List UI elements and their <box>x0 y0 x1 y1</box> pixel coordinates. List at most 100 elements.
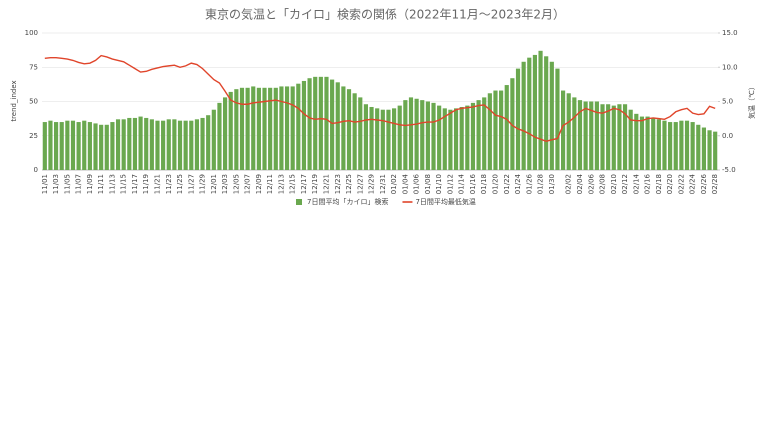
bar <box>110 122 115 170</box>
bar <box>577 100 583 170</box>
bar <box>549 61 554 170</box>
bar <box>82 120 87 170</box>
bar <box>206 115 211 170</box>
bar <box>273 87 278 170</box>
chart-title: 東京の気温と「カイロ」検索の関係（2022年11月〜2023年2月） <box>205 7 565 22</box>
x-tick-label: 02/10 <box>610 174 618 194</box>
y2-tick-label: -5.0 <box>722 166 736 174</box>
bar <box>239 87 245 170</box>
bar <box>701 127 707 170</box>
bar <box>222 97 228 170</box>
bar <box>465 105 470 170</box>
bar <box>622 104 628 170</box>
x-tick-label: 11/07 <box>75 174 83 194</box>
bar <box>341 86 346 170</box>
bar <box>662 120 667 170</box>
bar <box>172 119 177 170</box>
x-tick-label: 01/02 <box>390 174 398 194</box>
y-tick-label: 25 <box>29 132 38 140</box>
bar <box>369 106 374 170</box>
bar <box>177 120 183 170</box>
bar <box>482 97 487 170</box>
bar <box>245 87 250 170</box>
x-tick-label: 12/23 <box>334 174 342 194</box>
bar <box>279 86 284 170</box>
bar <box>606 104 611 170</box>
x-tick-label: 01/20 <box>491 174 499 194</box>
x-tick-label: 02/12 <box>621 174 629 194</box>
x-tick-label: 11/21 <box>153 174 161 194</box>
x-tick-label: 01/10 <box>435 174 443 194</box>
bar <box>138 116 143 170</box>
x-tick-label: 02/24 <box>689 173 697 194</box>
bar <box>144 117 149 170</box>
x-tick-label: 02/22 <box>677 174 685 194</box>
bar <box>476 100 481 170</box>
x-tick-label: 02/04 <box>576 173 584 194</box>
bar <box>651 117 656 170</box>
y-tick-label: 50 <box>29 98 38 106</box>
bar <box>634 113 639 170</box>
bar <box>583 101 588 170</box>
bar <box>53 122 59 170</box>
bar <box>358 97 363 170</box>
x-tick-label: 01/06 <box>413 173 421 194</box>
bar <box>420 100 425 170</box>
x-tick-label: 11/15 <box>120 174 128 194</box>
bar <box>521 61 526 170</box>
x-tick-label: 12/13 <box>277 174 285 194</box>
bar <box>403 100 408 170</box>
bar <box>121 119 126 170</box>
bar <box>408 97 414 170</box>
bar <box>217 102 222 170</box>
x-tick-label: 01/04 <box>401 173 409 194</box>
bar <box>166 119 171 170</box>
x-tick-label: 12/15 <box>289 174 297 194</box>
bar <box>560 90 566 170</box>
x-tick-label: 02/16 <box>644 173 652 194</box>
bar <box>391 108 397 170</box>
x-tick-label: 12/31 <box>379 174 387 194</box>
bar <box>301 80 307 170</box>
bar <box>262 87 267 170</box>
bar <box>566 93 571 170</box>
x-tick-label: 12/27 <box>356 174 364 194</box>
bar <box>611 105 616 170</box>
bar <box>527 57 532 170</box>
bar <box>386 109 391 170</box>
bar <box>594 101 599 170</box>
bar <box>684 120 690 170</box>
x-tick-label: 01/24 <box>514 173 522 194</box>
bar <box>127 117 132 170</box>
bar <box>431 102 436 170</box>
bar <box>504 85 509 170</box>
bar <box>251 86 256 170</box>
x-tick-label: 11/03 <box>52 174 60 194</box>
bar <box>470 102 476 170</box>
line <box>44 54 716 142</box>
bar <box>290 86 295 170</box>
x-tick-label: 02/26 <box>700 173 708 194</box>
bar <box>459 106 464 170</box>
bar <box>70 120 76 170</box>
x-tick-label: 12/07 <box>244 174 252 194</box>
y2-axis-label: 気温（℃） <box>747 83 756 119</box>
bar <box>200 117 205 170</box>
bar <box>256 87 261 170</box>
bar <box>352 93 357 170</box>
x-tick-label: 11/09 <box>86 174 94 194</box>
x-tick-label: 02/28 <box>711 174 719 194</box>
bar <box>335 82 340 170</box>
bar <box>544 56 549 170</box>
bar <box>499 90 504 170</box>
x-tick-label: 01/28 <box>537 174 545 194</box>
y-tick-label: 75 <box>29 63 38 71</box>
bar <box>414 98 419 170</box>
bar <box>115 119 121 170</box>
y2-tick-label: 0.0 <box>722 132 733 140</box>
x-tick-label: 12/29 <box>368 174 376 194</box>
bar <box>572 97 577 170</box>
x-tick-label: 01/30 <box>548 174 556 194</box>
bar <box>346 89 352 170</box>
bar <box>307 78 312 170</box>
